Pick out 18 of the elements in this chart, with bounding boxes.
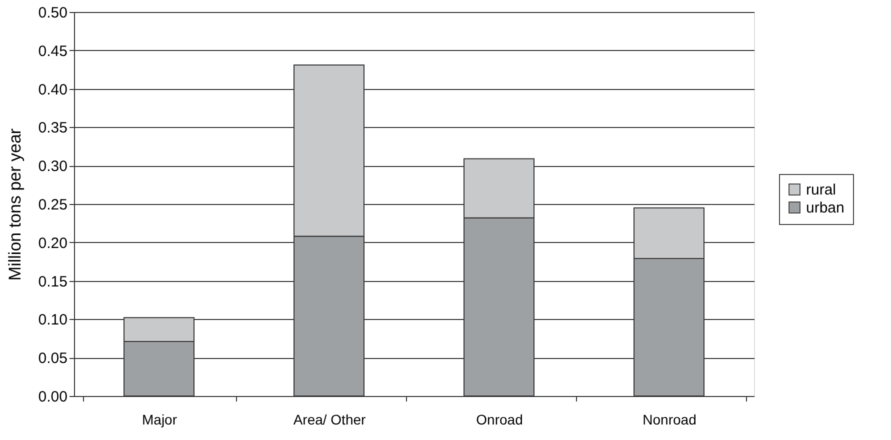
y-tick-label: 0.15 (38, 273, 68, 290)
y-tick-label: 0.25 (38, 196, 68, 214)
x-tick-label: Onroad (476, 412, 523, 428)
x-tick-label: Nonroad (642, 412, 696, 428)
y-axis-title: Million tons per year (5, 128, 24, 281)
x-tick-label: Area/ Other (293, 412, 366, 428)
y-tick-label: 0.10 (38, 312, 68, 329)
y-tick-label: 0.35 (38, 120, 68, 137)
legend-label: rural (806, 182, 836, 198)
y-tick-label: 0.50 (38, 4, 68, 22)
y-tick-label: 0.20 (38, 234, 68, 252)
y-tick-label: 0.05 (38, 350, 68, 368)
y-tick-label: 0.30 (38, 158, 68, 176)
y-tick-label: 0.40 (38, 81, 68, 98)
y-tick-label: 0.45 (38, 42, 68, 60)
y-tick-label: 0.00 (38, 388, 68, 406)
x-tick-label: Major (142, 412, 178, 428)
legend-label: urban (806, 200, 844, 216)
